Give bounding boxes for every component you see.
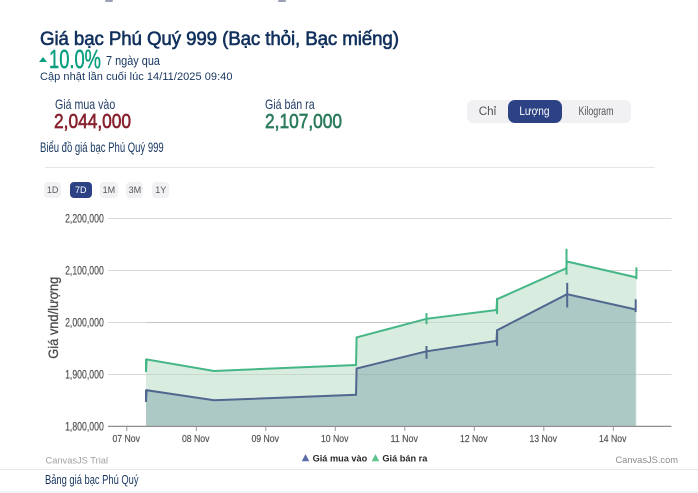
svg-text:08 Nov: 08 Nov: [182, 434, 210, 445]
svg-text:2,100,000: 2,100,000: [65, 266, 104, 278]
svg-text:11 Nov: 11 Nov: [390, 434, 418, 445]
svg-text:2,000,000: 2,000,000: [65, 318, 104, 330]
svg-text:07 Nov: 07 Nov: [112, 434, 140, 445]
svg-text:09 Nov: 09 Nov: [251, 434, 279, 445]
svg-text:1,900,000: 1,900,000: [65, 370, 104, 382]
svg-text:13 Nov: 13 Nov: [529, 434, 557, 445]
svg-text:1,800,000: 1,800,000: [65, 421, 104, 433]
svg-text:CanvasJS Trial: CanvasJS Trial: [46, 456, 109, 466]
svg-text:Giá bán ra: Giá bán ra: [382, 453, 428, 463]
svg-text:Giá vnd/lượng: Giá vnd/lượng: [46, 277, 61, 359]
svg-text:2,200,000: 2,200,000: [65, 214, 104, 226]
svg-text:10 Nov: 10 Nov: [321, 434, 349, 445]
svg-text:Giá mua vào: Giá mua vào: [313, 453, 368, 463]
svg-text:14 Nov: 14 Nov: [599, 434, 627, 445]
svg-text:CanvasJS.com: CanvasJS.com: [615, 455, 678, 465]
svg-text:12 Nov: 12 Nov: [460, 434, 488, 445]
